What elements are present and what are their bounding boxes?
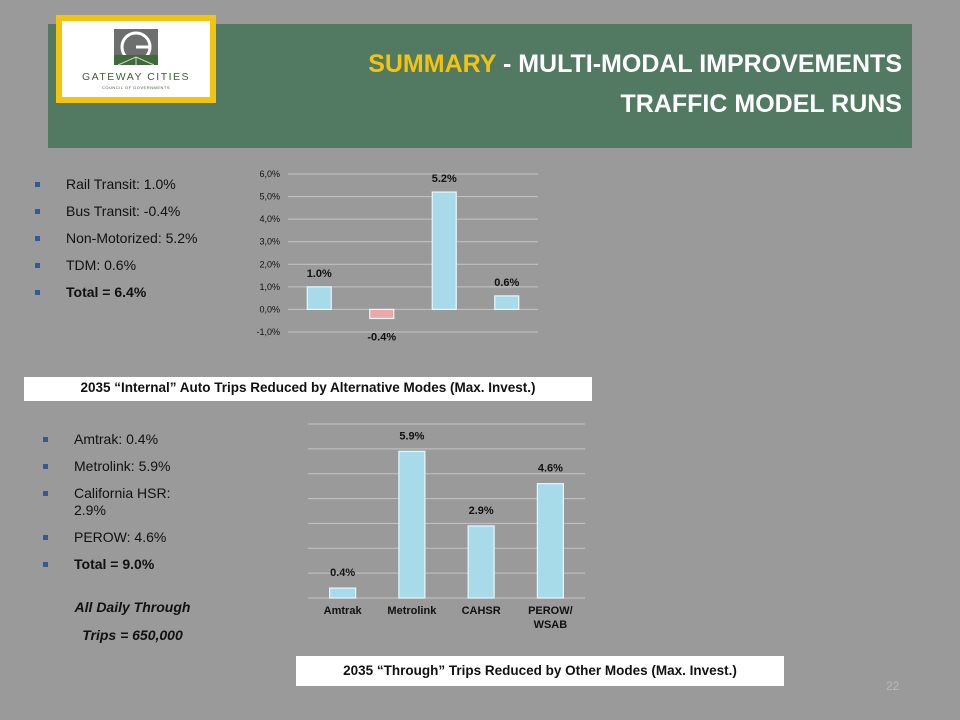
total-item: Total = 9.0% — [40, 556, 220, 573]
logo-panel: GATEWAY CITIES COUNCIL OF GOVERNMENTS — [62, 21, 210, 97]
list-item: Non-Motorized: 5.2% — [32, 230, 198, 247]
y-tick-label: -1,0% — [256, 327, 280, 337]
y-tick-label: 0,0% — [259, 304, 280, 314]
total-item: Total = 6.4% — [32, 284, 198, 301]
bar — [536, 483, 564, 599]
page-number: 22 — [886, 679, 900, 693]
x-category-label: PEROW/ — [528, 605, 573, 617]
bar — [398, 450, 426, 599]
bar — [329, 587, 357, 599]
title-rest: - MULTI-MODAL IMPROVEMENTS — [496, 50, 902, 78]
title-accent: SUMMARY — [368, 50, 496, 78]
list-item: PEROW: 4.6% — [40, 529, 220, 546]
y-tick-label: 4,0% — [259, 214, 280, 224]
y-tick-label: 3,0% — [259, 237, 280, 247]
data-label: 5.9% — [399, 430, 424, 442]
list-item: TDM: 0.6% — [32, 257, 198, 274]
internal-bullet-list: Rail Transit: 1.0% Bus Transit: -0.4% No… — [32, 176, 198, 301]
logo-emblem-icon — [114, 29, 158, 66]
through-trips-chart: 0.4% Amtrak 5.9% Metrolink 2.9% CAHSR 4.6% PERO… — [308, 423, 585, 631]
logo-subtitle: COUNCIL OF GOVERNMENTS — [102, 85, 170, 90]
data-label: -0.4% — [367, 331, 396, 343]
x-category-label: CAHSR — [462, 605, 501, 617]
through-caption: 2035 “Through” Trips Reduced by Other Mo… — [296, 656, 784, 686]
internal-trips-chart: -1,0% 0,0% 1,0% 2,0% 3,0% 4,0% 5,0% 6,0% 1.0% -0.… — [256, 169, 538, 343]
bar — [494, 295, 520, 311]
y-tick-label: 6,0% — [259, 169, 280, 179]
data-label: 0.4% — [330, 567, 355, 579]
bar — [431, 191, 457, 311]
y-tick-label: 1,0% — [259, 282, 280, 292]
data-label: 0.6% — [494, 277, 519, 289]
list-item: Rail Transit: 1.0% — [32, 176, 198, 193]
data-label: 1.0% — [307, 268, 332, 280]
list-item: Metrolink: 5.9% — [40, 458, 220, 475]
bar — [369, 308, 395, 320]
logo: GATEWAY CITIES COUNCIL OF GOVERNMENTS — [56, 15, 216, 103]
data-label: 2.9% — [469, 505, 494, 517]
data-label: 4.6% — [538, 463, 563, 475]
y-tick-label: 5,0% — [259, 192, 280, 202]
through-note-line1: All Daily Through — [74, 599, 191, 615]
x-category-label: Metrolink — [387, 605, 437, 617]
bar — [306, 286, 332, 311]
through-note-line2: Trips = 650,000 — [82, 627, 183, 643]
page-subtitle: TRAFFIC MODEL RUNS — [620, 90, 902, 118]
bar — [467, 525, 495, 599]
logo-name: GATEWAY CITIES — [81, 71, 191, 83]
x-category-label: Amtrak — [324, 605, 363, 617]
list-item: California HSR: 2.9% — [40, 485, 194, 519]
internal-caption: 2035 “Internal” Auto Trips Reduced by Al… — [24, 377, 592, 401]
y-tick-label: 2,0% — [259, 259, 280, 269]
page-title: SUMMARY - MULTI-MODAL IMPROVEMENTS — [368, 50, 902, 79]
x-category-label: WSAB — [534, 619, 568, 631]
through-bullet-list: Amtrak: 0.4% Metrolink: 5.9% California … — [40, 431, 220, 573]
data-label: 5.2% — [432, 173, 457, 185]
list-item: Amtrak: 0.4% — [40, 431, 220, 448]
list-item: Bus Transit: -0.4% — [32, 203, 198, 220]
